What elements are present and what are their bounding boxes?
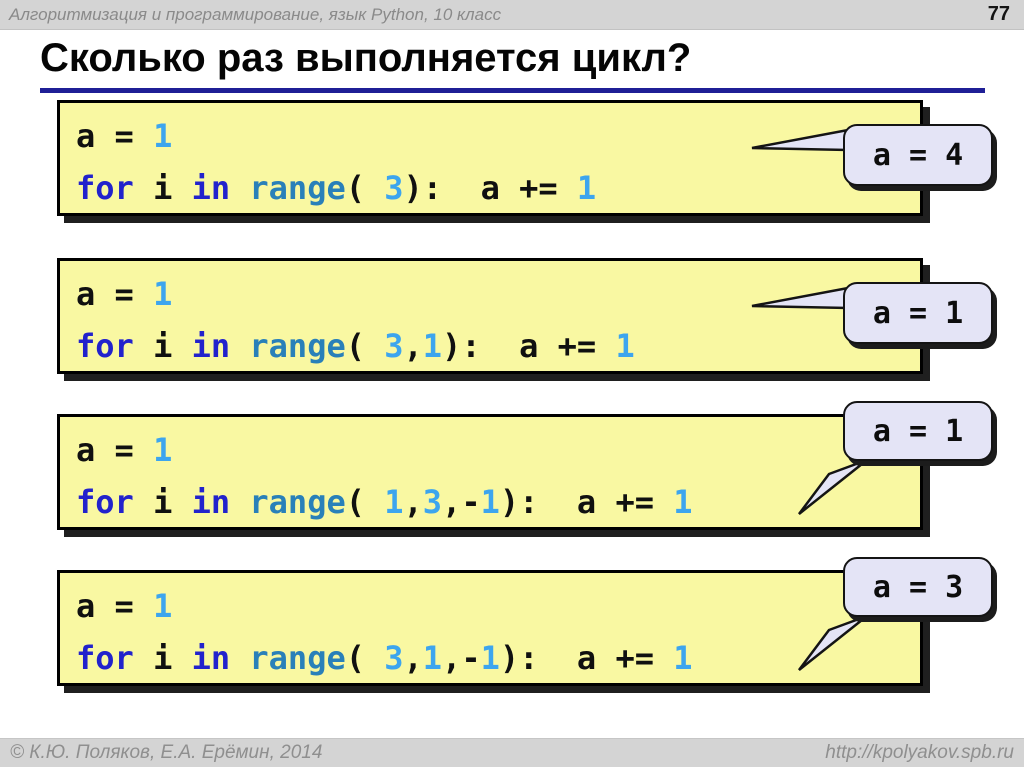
code-line-assignment: a = 1 [76, 587, 173, 625]
answer-callout: a = 4 [843, 124, 993, 186]
example-row: a = 1 for i in range( 3): a += 1 a = 4 [0, 100, 1024, 240]
slide-title: Сколько раз выполняется цикл? [40, 36, 692, 80]
example-row: a = 1 for i in range( 3,1): a += 1 a = 1 [0, 258, 1024, 398]
slide-page-number: 77 [987, 3, 1010, 25]
code-box: a = 1 for i in range( 1,3,-1): a += 1 [57, 414, 923, 530]
callout-pointer-icon [798, 614, 868, 671]
answer-text: a = 4 [872, 137, 964, 173]
author-site-link[interactable]: http://kpolyakov.spb.ru [825, 742, 1014, 763]
code-line-assignment: a = 1 [76, 431, 173, 469]
title-underline [40, 88, 985, 93]
callout-pointer-icon [798, 458, 868, 515]
answer-text: a = 1 [872, 295, 964, 331]
example-row: a = 1 for i in range( 3,1,-1): a += 1 a … [0, 557, 1024, 710]
slide-footer-bar: © К.Ю. Поляков, Е.А. Ерёмин, 2014 http:/… [0, 738, 1024, 767]
answer-callout: a = 1 [843, 401, 993, 461]
answer-callout: a = 3 [843, 557, 993, 617]
answer-callout: a = 1 [843, 282, 993, 344]
course-title: Алгоритмизация и программирование, язык … [9, 4, 502, 24]
answer-text: a = 3 [872, 569, 964, 605]
callout-pointer-icon [751, 128, 850, 152]
copyright-text: © К.Ю. Поляков, Е.А. Ерёмин, 2014 [10, 742, 323, 763]
code-box: a = 1 for i in range( 3,1): a += 1 [57, 258, 923, 374]
code-line-for-loop: for i in range( 3,1,-1): a += 1 [76, 639, 693, 677]
answer-text: a = 1 [872, 413, 964, 449]
code-line-for-loop: for i in range( 1,3,-1): a += 1 [76, 483, 693, 521]
code-line-for-loop: for i in range( 3): a += 1 [76, 169, 597, 207]
slide-header-bar: Алгоритмизация и программирование, язык … [0, 0, 1024, 30]
callout-pointer-icon [751, 286, 850, 310]
code-line-assignment: a = 1 [76, 117, 173, 155]
code-line-for-loop: for i in range( 3,1): a += 1 [76, 327, 635, 365]
code-box: a = 1 for i in range( 3): a += 1 [57, 100, 923, 216]
code-box: a = 1 for i in range( 3,1,-1): a += 1 [57, 570, 923, 686]
code-line-assignment: a = 1 [76, 275, 173, 313]
example-row: a = 1 for i in range( 1,3,-1): a += 1 a … [0, 401, 1024, 554]
